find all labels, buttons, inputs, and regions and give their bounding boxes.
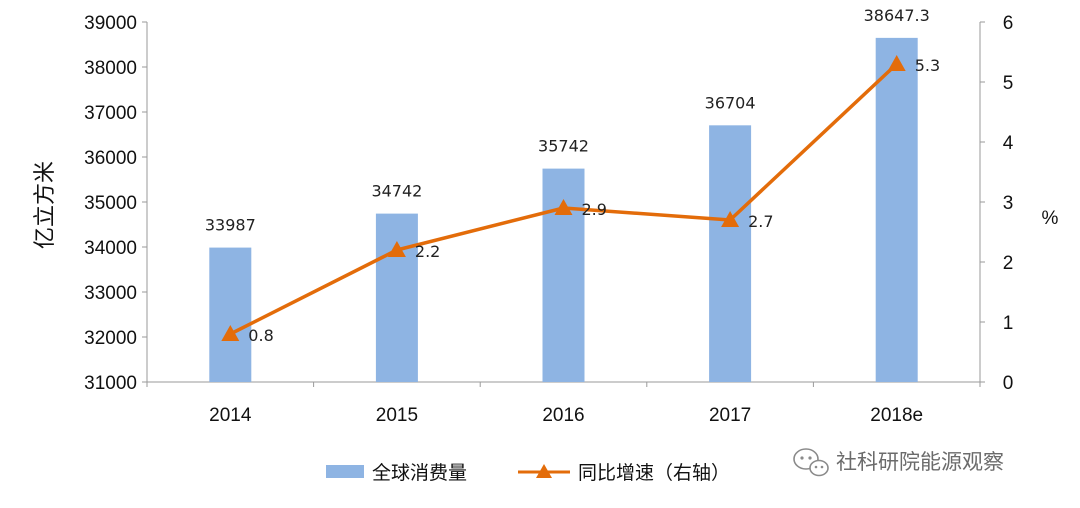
y2-axis-label: % (1042, 208, 1059, 229)
right-tick-label: 6 (1003, 13, 1014, 34)
left-tick-labels: 31000 32000 33000 34000 35000 36000 37000 38000… (84, 13, 147, 394)
line-data-labels: 0.8 2.2 2.9 2.7 5.3 (248, 56, 940, 345)
right-tick-label: 3 (1003, 193, 1014, 214)
bar-data-labels: 33987 34742 35742 36704 38647.3 (205, 6, 930, 235)
triangle-marker (554, 199, 573, 215)
bar-data-label: 38647.3 (864, 6, 930, 25)
bar (209, 247, 252, 382)
left-tick-label: 34000 (84, 238, 137, 259)
right-tick-label: 1 (1003, 313, 1014, 334)
left-tick-label: 35000 (84, 193, 137, 214)
bar-data-label: 34742 (371, 182, 422, 201)
x-tick-labels: 2014 2015 2016 2017 2018e (146, 382, 981, 426)
left-tick-label: 32000 (84, 328, 137, 349)
bar-data-label: 33987 (205, 216, 256, 235)
wechat-icon (793, 448, 829, 477)
triangle-marker (221, 325, 240, 341)
triangle-marker (887, 55, 906, 71)
legend: 全球消费量 同比增速（右轴） (326, 462, 730, 484)
line-series (221, 55, 906, 341)
left-tick-label: 36000 (84, 148, 137, 169)
x-tick-label: 2016 (542, 405, 584, 426)
triangle-marker (387, 241, 406, 257)
watermark: 社科研院能源观察 (793, 448, 1004, 477)
left-tick-label: 33000 (84, 283, 137, 304)
x-tick-label: 2017 (709, 405, 751, 426)
bar (709, 125, 752, 382)
left-tick-label: 39000 (84, 13, 137, 34)
bar-data-label: 35742 (538, 137, 589, 156)
line-data-label: 0.8 (248, 326, 273, 345)
legend-triangle-marker (536, 464, 552, 478)
line-data-label: 5.3 (915, 56, 940, 75)
right-tick-label: 2 (1003, 253, 1014, 274)
right-tick-label: 4 (1003, 133, 1014, 154)
left-tick-label: 37000 (84, 103, 137, 124)
legend-bar-label: 全球消费量 (372, 462, 467, 484)
line-data-label: 2.2 (415, 242, 440, 261)
legend-bar-swatch (326, 465, 364, 478)
watermark-text: 社科研院能源观察 (836, 450, 1004, 474)
bar-series (209, 37, 918, 383)
x-tick-label: 2015 (376, 405, 418, 426)
bar (875, 37, 918, 383)
right-tick-label: 5 (1003, 73, 1014, 94)
line-data-label: 2.9 (582, 200, 607, 219)
right-tick-label: 0 (1003, 373, 1014, 394)
left-tick-label: 38000 (84, 58, 137, 79)
bar-data-label: 36704 (705, 93, 756, 112)
line-data-label: 2.7 (748, 212, 773, 231)
x-tick-label: 2018e (870, 405, 923, 426)
bar (375, 213, 418, 382)
x-tick-label: 2014 (209, 405, 252, 426)
legend-line-label: 同比增速（右轴） (578, 462, 730, 484)
right-tick-labels: 0 1 2 3 4 5 6 (980, 13, 1014, 394)
triangle-marker (721, 211, 740, 227)
y-axis-label: 亿立方米 (33, 161, 58, 249)
left-tick-label: 31000 (84, 373, 137, 394)
